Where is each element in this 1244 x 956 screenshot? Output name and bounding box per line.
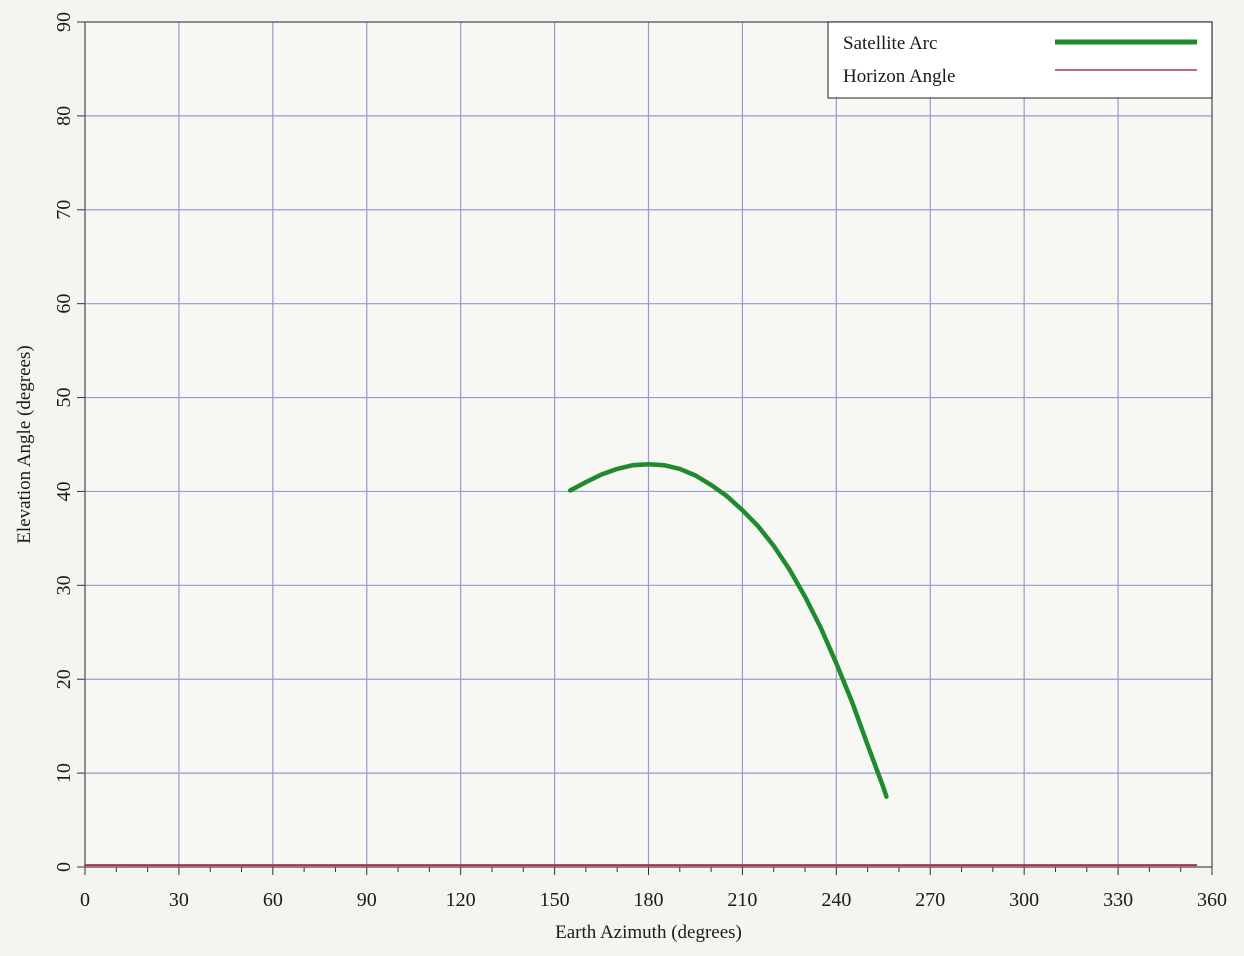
series-layer <box>84 461 1198 867</box>
x-tick-label: 90 <box>357 889 377 911</box>
y-tick-label: 30 <box>53 575 75 595</box>
y-tick-label: 90 <box>53 12 75 32</box>
x-tick-label: 210 <box>727 889 757 911</box>
y-tick-label: 50 <box>53 388 75 408</box>
x-axis-label: Earth Azimuth (degrees) <box>555 922 742 943</box>
x-tick-label: 0 <box>80 889 90 911</box>
y-tick-label: 10 <box>53 763 75 783</box>
x-tick-label: 300 <box>1009 889 1039 911</box>
x-tick-label: 330 <box>1103 889 1133 911</box>
y-tick-label: 20 <box>53 669 75 689</box>
x-tick-label: 270 <box>915 889 945 911</box>
y-axis-label: Elevation Angle (degrees) <box>14 345 35 543</box>
x-tick-label: 120 <box>446 889 476 911</box>
legend-label-horizon-angle: Horizon Angle <box>843 66 955 87</box>
y-tick-label: 40 <box>53 481 75 501</box>
plot-frame <box>84 21 1213 868</box>
x-tick-label: 240 <box>821 889 851 911</box>
x-tick-label: 60 <box>263 889 283 911</box>
y-tick-label: 60 <box>53 294 75 314</box>
axis-layer: 0 30 60 90 120 150 180 210 240 270 300 330 360 0 10 20 3… <box>53 12 1227 911</box>
legend: Satellite Arc Horizon Angle <box>827 21 1213 99</box>
y-tick-label: 70 <box>53 200 75 220</box>
x-tick-label: 150 <box>540 889 570 911</box>
series-line-satellite-arc <box>567 461 889 799</box>
legend-box <box>827 21 1213 99</box>
x-tick-label: 360 <box>1197 889 1227 911</box>
x-tick-label: 180 <box>634 889 664 911</box>
minor-tick-layer <box>115 867 1182 872</box>
y-tick-label: 0 <box>53 862 75 872</box>
legend-label-satellite-arc: Satellite Arc <box>843 33 937 54</box>
x-tick-label: 30 <box>169 889 189 911</box>
y-tick-label: 80 <box>53 106 75 126</box>
